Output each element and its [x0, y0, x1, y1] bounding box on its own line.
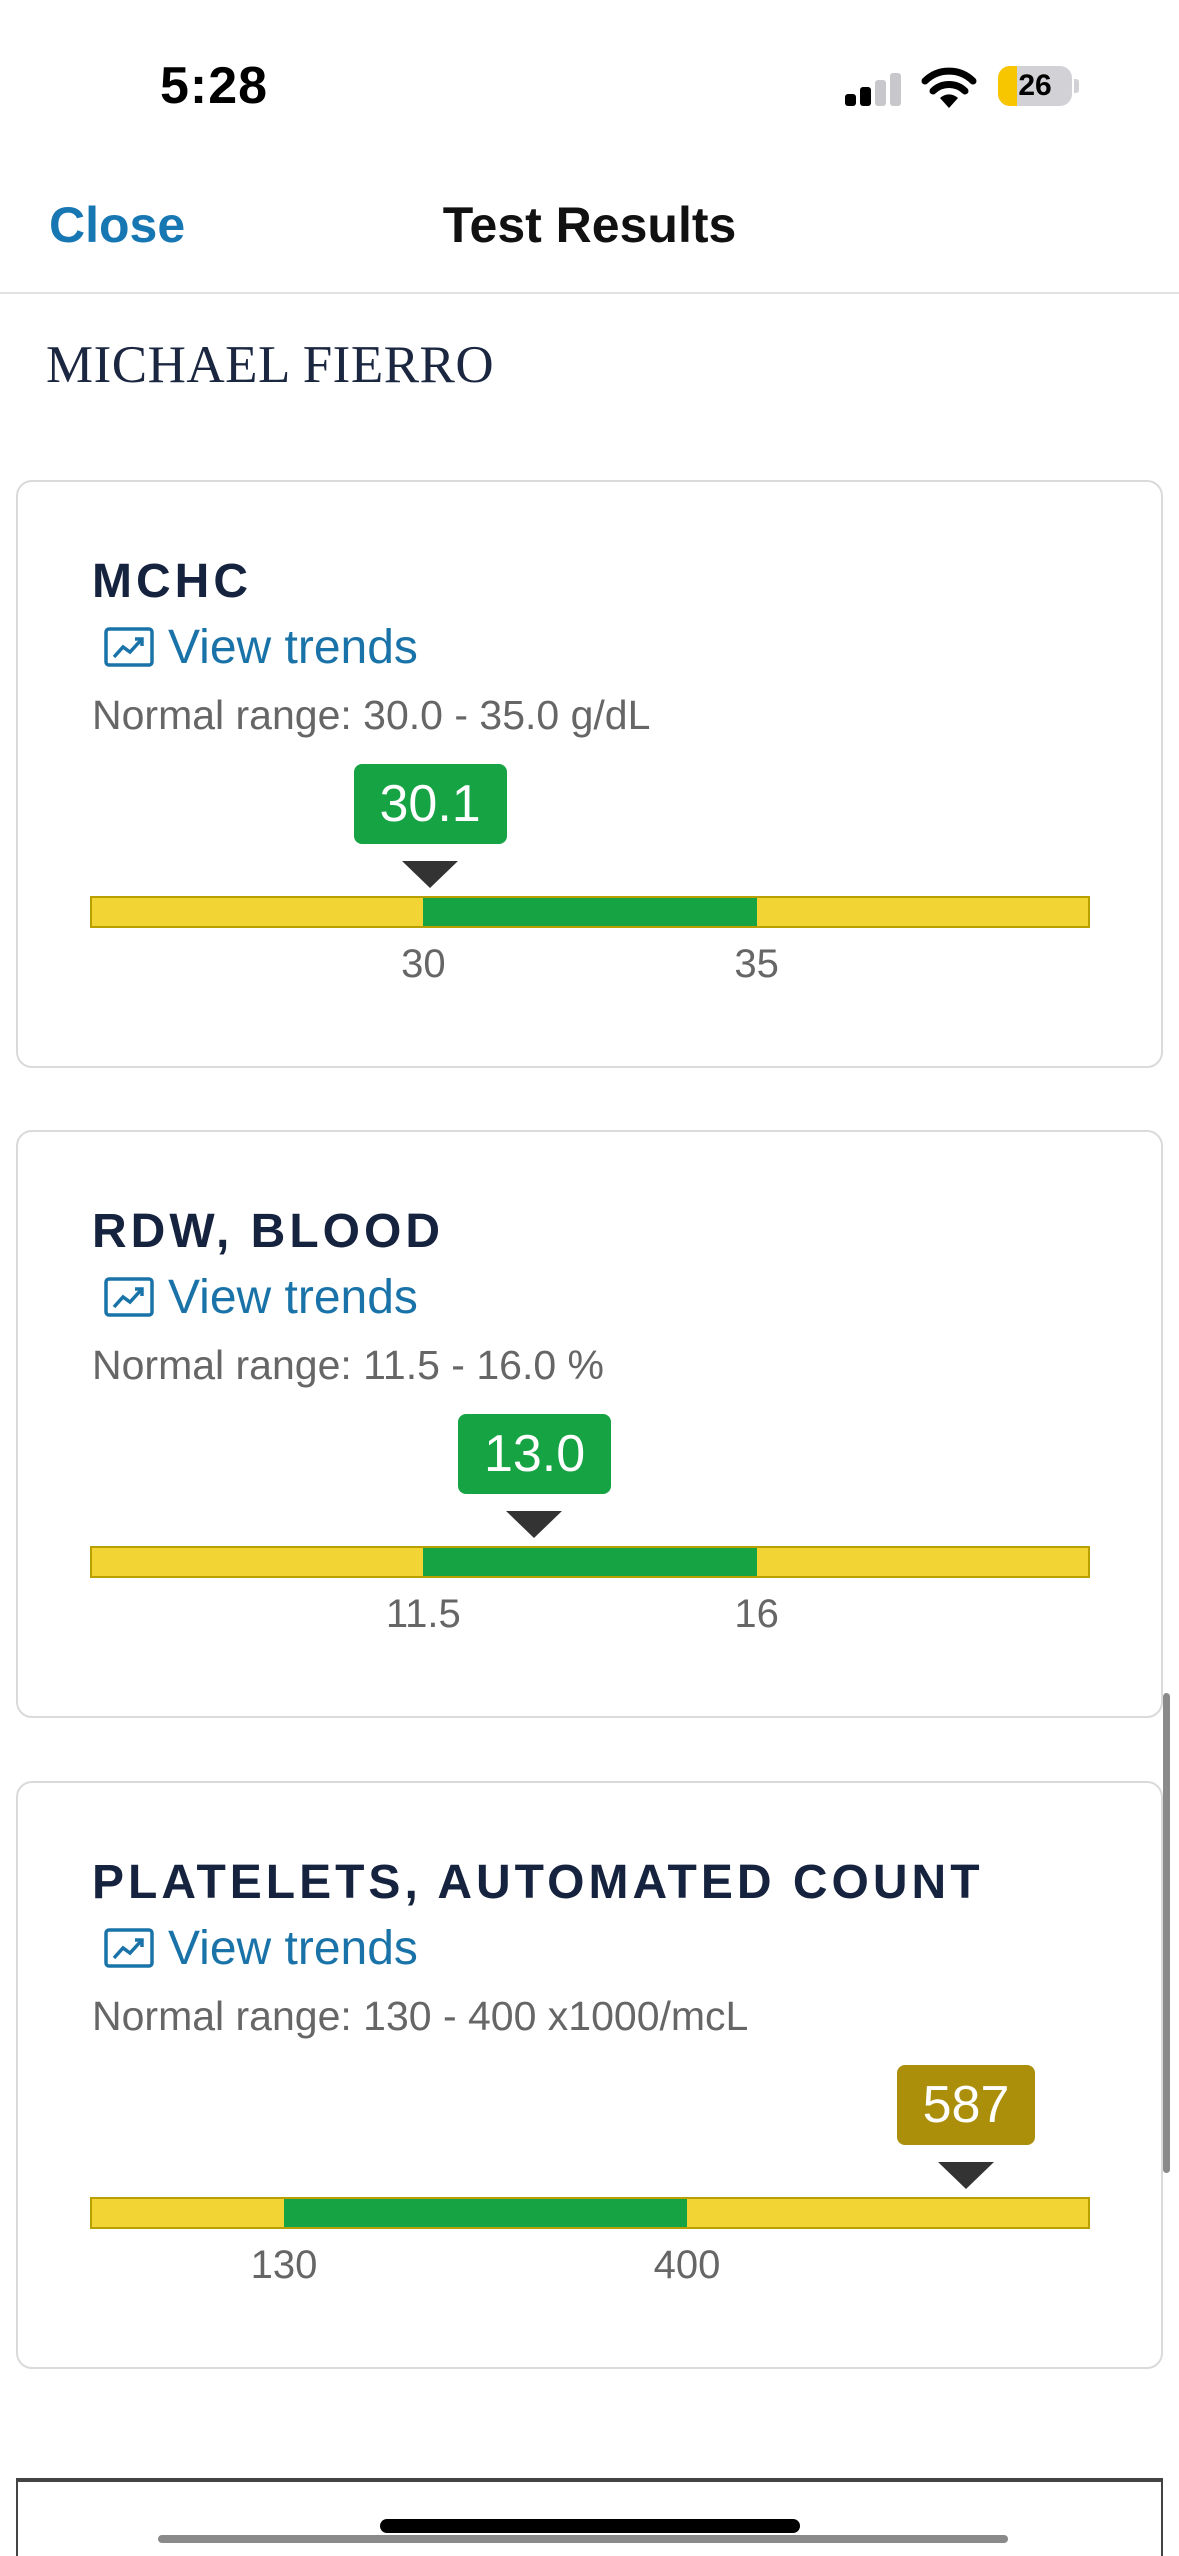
vertical-scrollbar[interactable] — [1163, 1693, 1170, 2173]
range-low-label: 30 — [401, 942, 446, 986]
result-card: PLATELETS, AUTOMATED COUNT View trends N… — [16, 1781, 1163, 2369]
cellular-signal-icon — [845, 72, 901, 106]
range-bar — [90, 2197, 1090, 2229]
next-card-top-border — [16, 2478, 1163, 2482]
next-card-edge — [16, 2478, 1163, 2556]
normal-range: Normal range: 30.0 - 35.0 g/dL — [92, 692, 651, 738]
result-title: RDW, BLOOD — [92, 1205, 444, 1258]
range-high-label: 400 — [653, 2243, 721, 2287]
patient-name: MICHAEL FIERRO — [46, 336, 495, 394]
view-trends-link[interactable]: View trends — [104, 617, 418, 677]
normal-range: Normal range: 130 - 400 x1000/mcL — [92, 1993, 749, 2039]
result-title: MCHC — [92, 555, 252, 608]
result-card: RDW, BLOOD View trends Normal range: 11.… — [16, 1130, 1163, 1718]
nav-bar: Close Test Results — [0, 170, 1179, 294]
result-card: MCHC View trends Normal range: 30.0 - 35… — [16, 480, 1163, 1068]
horizontal-scrollbar[interactable] — [158, 2535, 1008, 2543]
range-low-label: 11.5 — [385, 1592, 461, 1636]
view-trends-label: View trends — [168, 1270, 418, 1324]
trend-chart-icon — [104, 1928, 154, 1968]
status-bar: 5:28 26 — [0, 0, 1179, 170]
wifi-icon — [921, 67, 977, 108]
battery-icon: 26 — [998, 66, 1079, 106]
result-value-badge: 30.1 — [353, 764, 507, 844]
close-button[interactable]: Close — [49, 197, 186, 253]
value-pointer-icon — [506, 1511, 563, 1538]
range-high-label: 16 — [734, 1592, 779, 1636]
result-title: PLATELETS, AUTOMATED COUNT — [92, 1856, 984, 1909]
result-value-badge: 587 — [896, 2065, 1036, 2145]
status-time: 5:28 — [160, 57, 269, 115]
result-value-badge: 13.0 — [457, 1414, 612, 1494]
normal-range: Normal range: 11.5 - 16.0 % — [92, 1342, 604, 1388]
value-pointer-icon — [938, 2162, 995, 2189]
view-trends-label: View trends — [168, 1921, 418, 1975]
normal-range-segment — [423, 898, 757, 926]
normal-range-segment — [284, 2199, 687, 2227]
home-indicator[interactable] — [380, 2519, 800, 2533]
trend-chart-icon — [104, 1277, 154, 1317]
value-pointer-icon — [402, 861, 458, 888]
range-high-label: 35 — [734, 942, 779, 986]
normal-range-segment — [423, 1548, 757, 1576]
trend-chart-icon — [104, 627, 154, 667]
range-bar — [90, 896, 1090, 928]
battery-level: 26 — [1018, 69, 1052, 102]
view-trends-link[interactable]: View trends — [104, 1918, 418, 1978]
view-trends-label: View trends — [168, 620, 418, 674]
range-bar — [90, 1546, 1090, 1578]
view-trends-link[interactable]: View trends — [104, 1267, 418, 1327]
range-low-label: 130 — [250, 2243, 318, 2287]
